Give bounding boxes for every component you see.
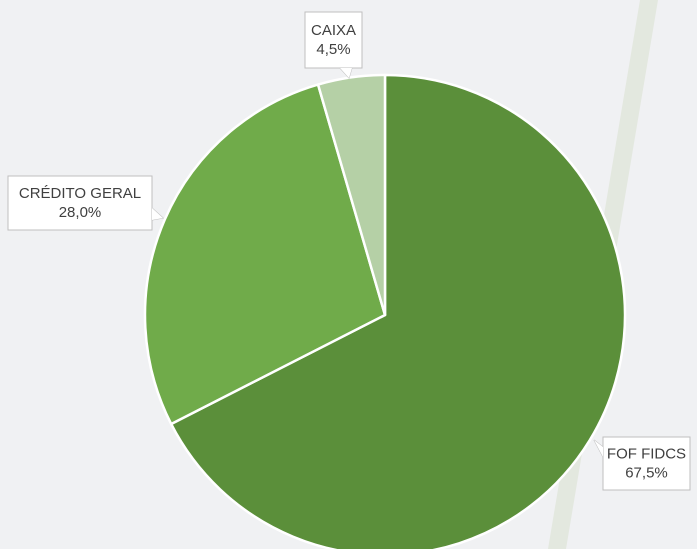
category-label: CRÉDITO GERAL — [19, 185, 141, 202]
pie — [143, 73, 627, 549]
callout-box — [602, 436, 691, 491]
slice — [169, 73, 627, 549]
value-label: 67,5% — [625, 464, 668, 481]
value-label: 28,0% — [59, 204, 102, 221]
callout-tail-fill — [594, 440, 603, 457]
callout-box — [304, 11, 363, 69]
callout-tail-fill — [152, 208, 163, 220]
callout-box — [7, 175, 153, 231]
labels: FOF FIDCS 67,5% CRÉDITO GERAL 28,0% CAIXA 4,5… — [7, 11, 691, 491]
category-label: FOF FIDCS — [607, 445, 686, 462]
callout-tail-fill — [340, 68, 352, 78]
slice — [143, 83, 387, 426]
slice — [316, 73, 387, 317]
value-label: 4,5% — [316, 41, 350, 58]
category-label: CAIXA — [311, 22, 356, 39]
